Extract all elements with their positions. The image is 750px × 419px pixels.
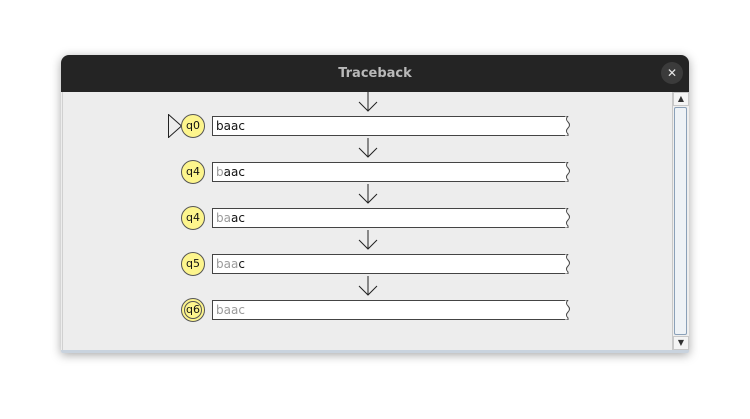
window-bottom-edge <box>61 350 689 353</box>
close-icon[interactable]: ✕ <box>661 62 683 84</box>
transition-arrow-icon <box>358 276 378 296</box>
vertical-scrollbar[interactable]: ▲ ▼ <box>672 92 689 350</box>
state-node: q5 <box>181 252 205 276</box>
state-node: q4 <box>181 160 205 184</box>
scroll-up-icon[interactable]: ▲ <box>673 92 689 106</box>
tape-end-icon <box>565 254 570 274</box>
tape-end-icon <box>565 300 570 320</box>
input-tape: baac <box>212 300 568 320</box>
scroll-down-icon[interactable]: ▼ <box>673 336 689 350</box>
initial-state-icon <box>168 114 182 138</box>
state-node: q0 <box>181 114 205 138</box>
transition-arrow-icon <box>358 138 378 158</box>
trace-step: q6 baac <box>63 298 673 322</box>
input-tape: baac <box>212 162 568 182</box>
transition-arrow-icon <box>358 92 378 112</box>
state-node: q4 <box>181 206 205 230</box>
trace-step: q4 baac <box>63 160 673 184</box>
input-tape: baac <box>212 116 568 136</box>
scroll-thumb[interactable] <box>674 107 687 335</box>
transition-arrow-icon <box>358 230 378 250</box>
tape-end-icon <box>565 208 570 228</box>
consumed-input: b <box>216 165 224 179</box>
traceback-window: Traceback ✕ q0 baac q4 baac q4 baac <box>61 55 689 353</box>
tape-end-icon <box>565 116 570 136</box>
trace-step: q5 baac <box>63 252 673 276</box>
window-title: Traceback <box>338 66 412 81</box>
trace-content: q0 baac q4 baac q4 baac q5 baac q6 baac <box>62 92 673 350</box>
consumed-input: ba <box>216 211 231 225</box>
remaining-input: c <box>238 257 245 271</box>
input-tape: baac <box>212 208 568 228</box>
remaining-input: aac <box>223 165 245 179</box>
remaining-input: baac <box>216 119 245 133</box>
transition-arrow-icon <box>358 184 378 204</box>
trace-step: q0 baac <box>63 114 673 138</box>
remaining-input: ac <box>230 211 245 225</box>
consumed-input: baac <box>216 303 245 317</box>
title-bar[interactable]: Traceback ✕ <box>61 55 689 92</box>
final-state-node: q6 <box>181 298 205 322</box>
consumed-input: baa <box>216 257 239 271</box>
trace-step: q4 baac <box>63 206 673 230</box>
input-tape: baac <box>212 254 568 274</box>
tape-end-icon <box>565 162 570 182</box>
